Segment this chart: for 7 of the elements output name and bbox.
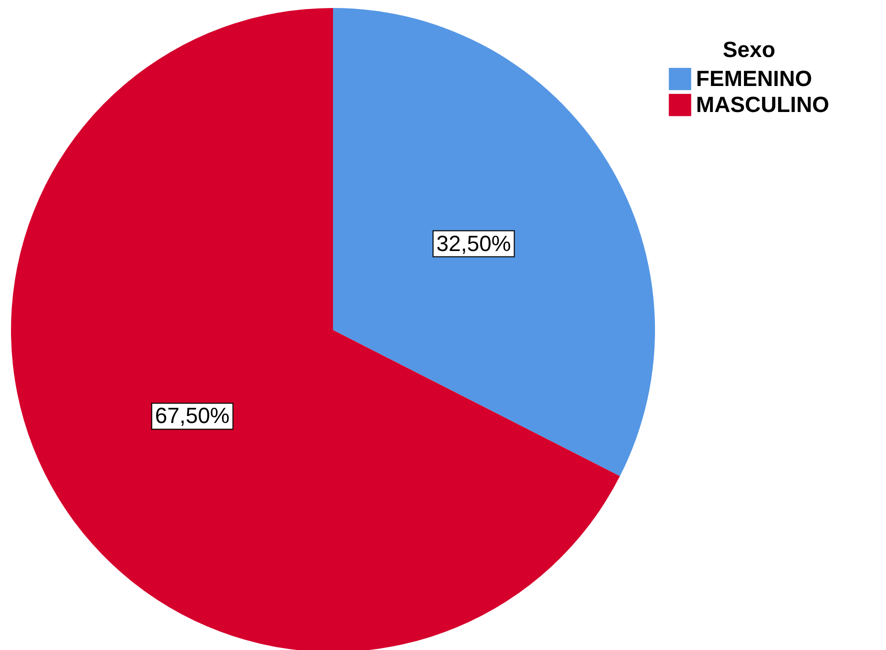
- pie-slice: [333, 8, 655, 476]
- data-label: 67,50%: [155, 403, 230, 428]
- pie-slice: [11, 8, 620, 650]
- legend-label: FEMENINO: [696, 66, 812, 91]
- data-label: 32,50%: [436, 230, 511, 256]
- legend-label: MASCULINO: [696, 92, 830, 117]
- legend-title: Sexo: [722, 37, 776, 62]
